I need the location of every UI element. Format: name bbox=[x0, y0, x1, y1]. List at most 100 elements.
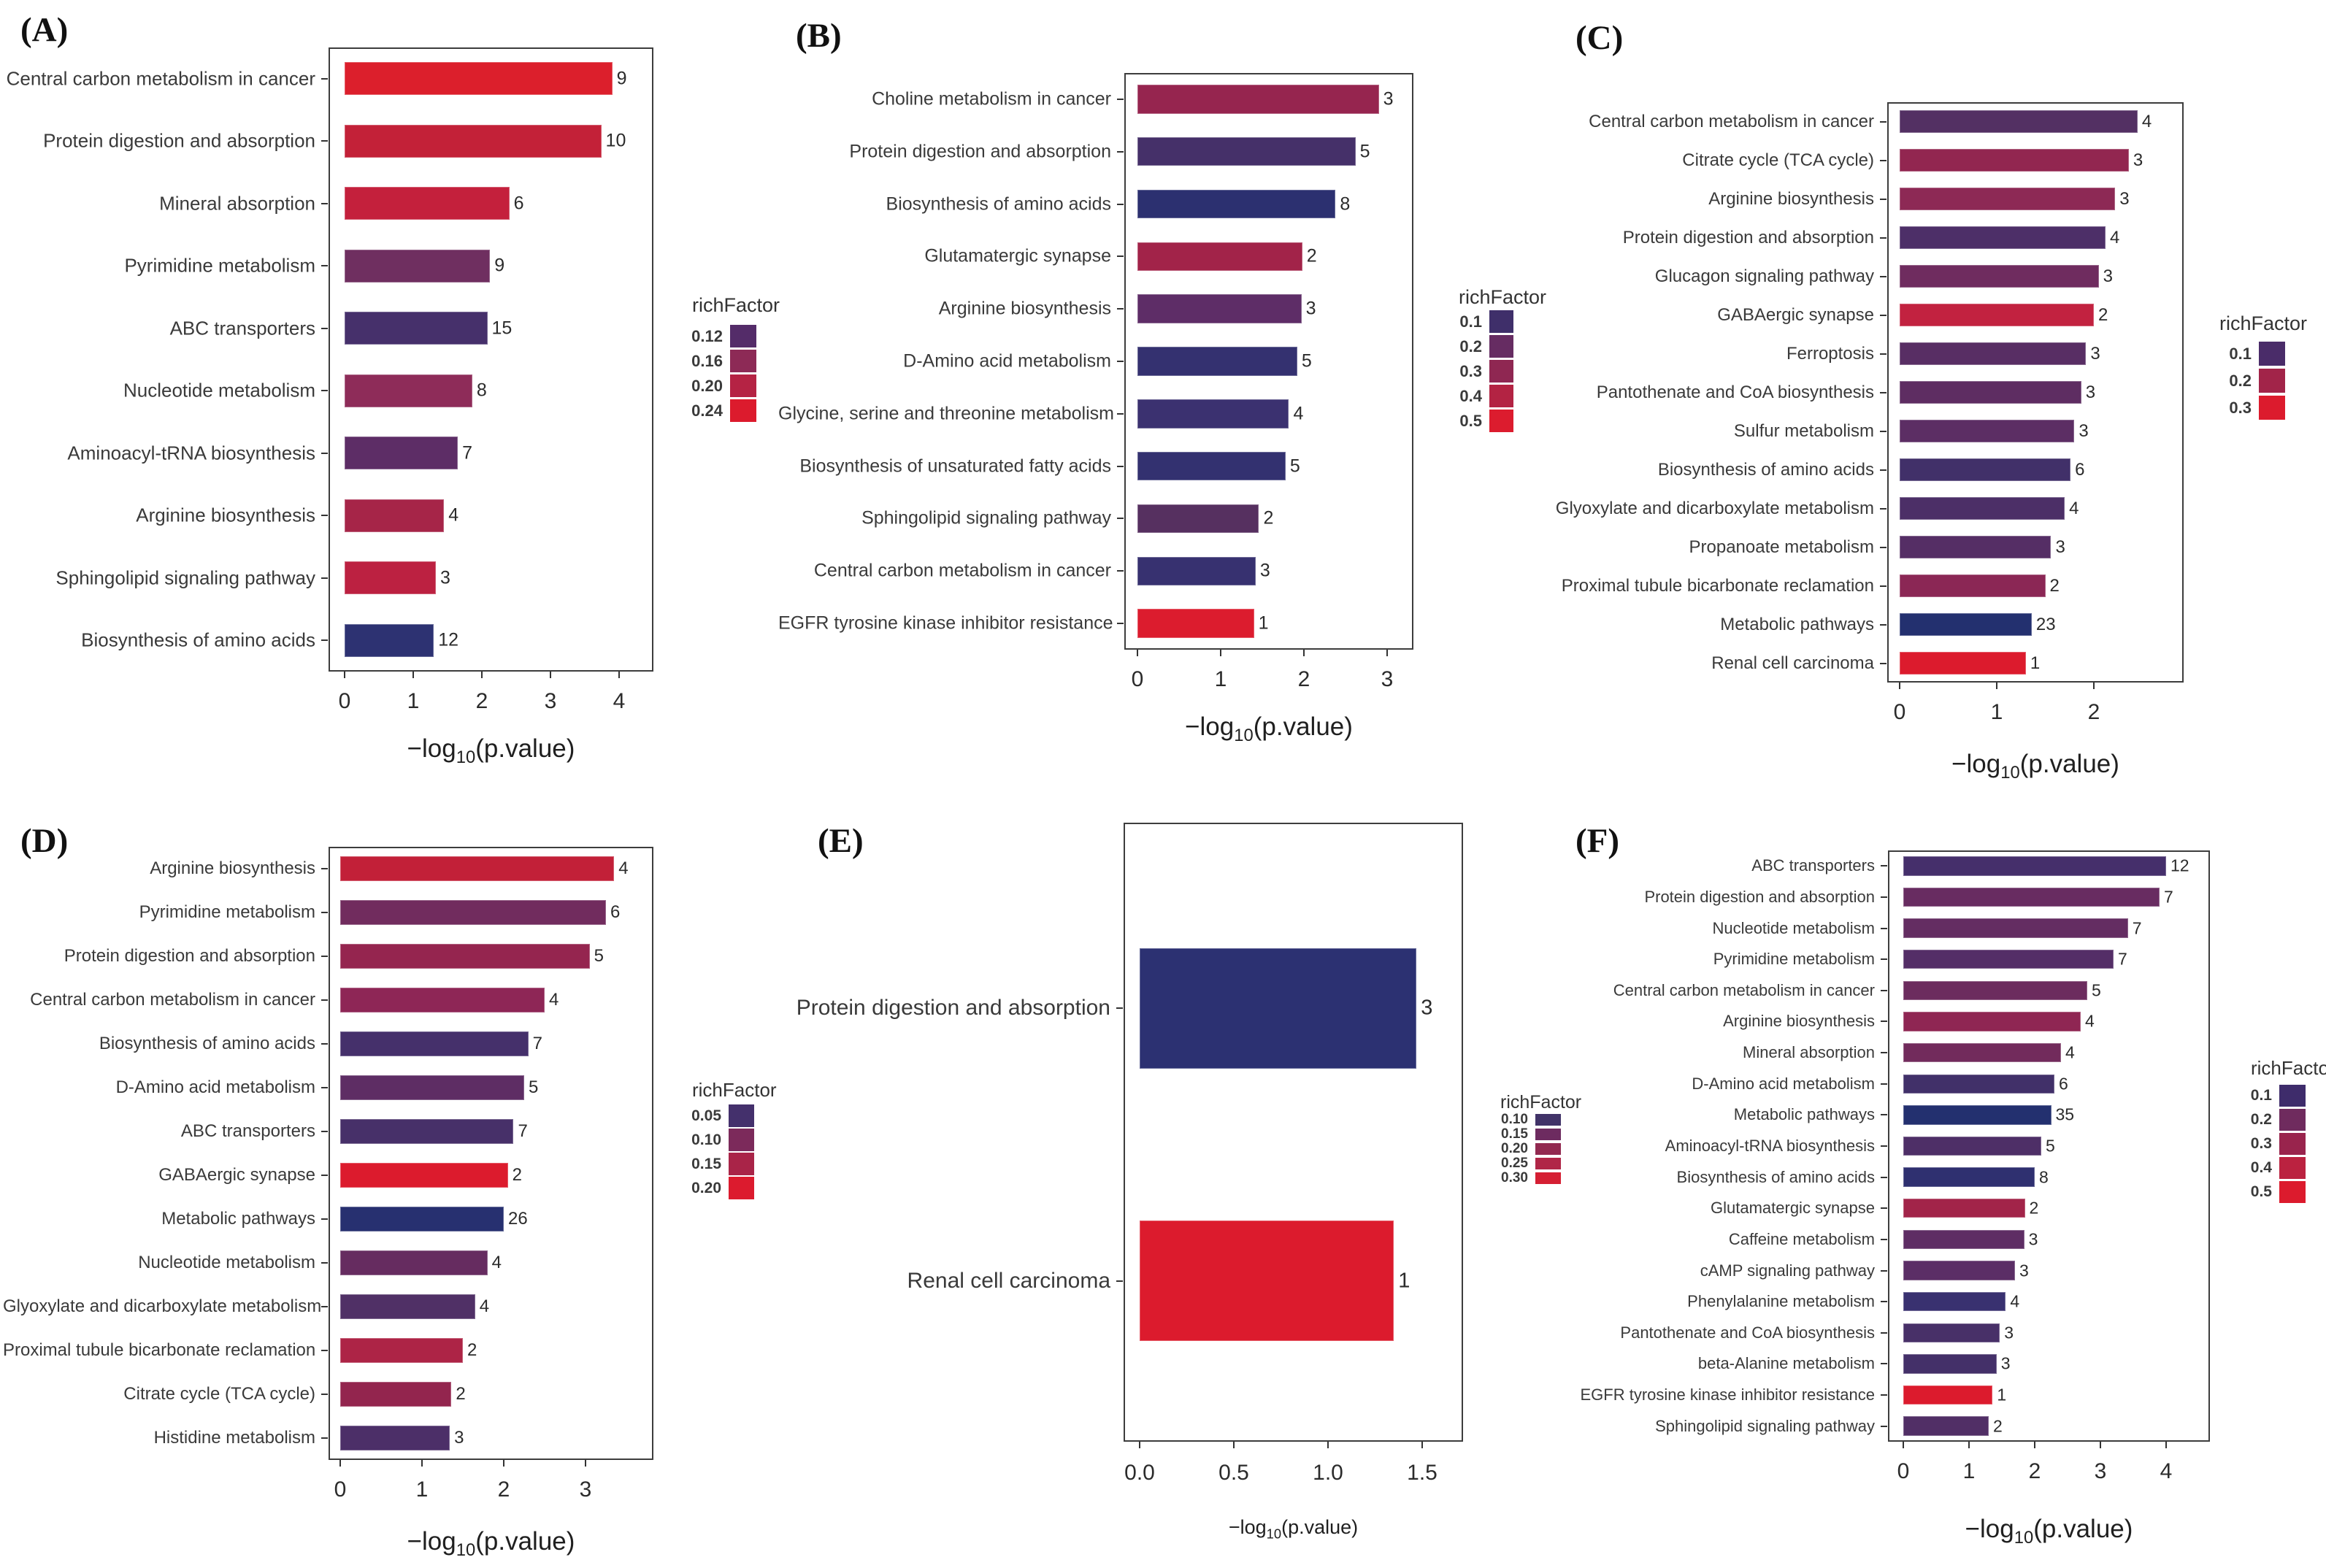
pathway-bar bbox=[340, 1075, 524, 1100]
y-tick bbox=[321, 639, 328, 642]
count-label: 6 bbox=[2059, 1074, 2068, 1094]
y-tick bbox=[321, 1043, 328, 1045]
pathway-label: Sphingolipid signaling pathway bbox=[55, 566, 315, 589]
pathway-label: Biosynthesis of amino acids bbox=[1676, 1167, 1875, 1186]
pathway-bar bbox=[1903, 1042, 2061, 1063]
pathway-label: Biosynthesis of unsaturated fatty acids bbox=[799, 456, 1111, 477]
legend-label: 0.05 bbox=[691, 1107, 721, 1124]
x-axis-title: −log10(p.value) bbox=[1228, 1516, 1359, 1542]
pathway-bar bbox=[1900, 304, 2094, 326]
legend-swatch bbox=[1489, 360, 1513, 383]
panel-letter-c: (C) bbox=[1575, 19, 1624, 57]
count-label: 1 bbox=[1258, 612, 1269, 634]
pathway-bar bbox=[1137, 609, 1254, 638]
pathway-label: EGFR tyrosine kinase inhibitor resistanc… bbox=[778, 612, 1113, 634]
count-label: 5 bbox=[2092, 980, 2101, 1000]
legend-label: 0.4 bbox=[1459, 386, 1482, 405]
legend-label: 0.1 bbox=[2250, 1087, 2272, 1104]
y-tick bbox=[1117, 203, 1124, 205]
count-label: 2 bbox=[1993, 1416, 2003, 1436]
count-label: 5 bbox=[529, 1077, 539, 1097]
x-tick-label: 0 bbox=[334, 1477, 347, 1502]
x-tick bbox=[1899, 683, 1900, 689]
pathway-label: Citrate cycle (TCA cycle) bbox=[1682, 150, 1874, 170]
pathway-label: Mineral absorption bbox=[159, 192, 315, 215]
count-label: 3 bbox=[1305, 298, 1316, 319]
y-tick bbox=[321, 515, 328, 517]
legend-label: 0.3 bbox=[2250, 1135, 2272, 1152]
pathway-label: Protein digestion and absorption bbox=[1622, 227, 1874, 247]
pathway-label: Glycine, serine and threonine metabolism bbox=[778, 403, 1114, 424]
legend-swatch bbox=[1489, 385, 1513, 407]
legend-swatch bbox=[730, 325, 756, 347]
legend-label: 0.24 bbox=[691, 401, 723, 420]
pathway-bar bbox=[1140, 1220, 1394, 1342]
x-axis-title: −log10(p.value) bbox=[1951, 750, 2119, 783]
count-label: 6 bbox=[513, 193, 524, 214]
count-label: 5 bbox=[1289, 456, 1300, 477]
legend-title: richFactor bbox=[1459, 286, 1547, 308]
legend-swatch bbox=[729, 1153, 754, 1175]
x-tick bbox=[550, 672, 551, 678]
legend-label: 0.2 bbox=[2250, 1111, 2272, 1128]
legend-swatch bbox=[1489, 410, 1513, 432]
pathway-label: Pantothenate and CoA biosynthesis bbox=[1620, 1323, 1875, 1342]
x-tick-label: 0.5 bbox=[1218, 1461, 1249, 1485]
pathway-label: Protein digestion and absorption bbox=[1644, 887, 1875, 906]
count-label: 3 bbox=[2085, 382, 2096, 402]
y-tick bbox=[321, 265, 328, 267]
x-tick-label: 2 bbox=[2087, 700, 2100, 724]
y-tick bbox=[1880, 159, 1886, 161]
count-label: 7 bbox=[532, 1034, 542, 1053]
pathway-label: Renal cell carcinoma bbox=[1711, 653, 1874, 673]
pathway-bar bbox=[1903, 1136, 2041, 1156]
pathway-bar bbox=[345, 561, 437, 595]
pathway-bar bbox=[1137, 451, 1286, 481]
count-label: 4 bbox=[491, 1253, 502, 1272]
pathway-label: EGFR tyrosine kinase inhibitor resistanc… bbox=[1580, 1386, 1876, 1404]
pathway-bar bbox=[1137, 294, 1302, 323]
count-label: 10 bbox=[605, 130, 626, 151]
pathway-label: Biosynthesis of amino acids bbox=[99, 1034, 315, 1053]
pathway-label: Biosynthesis of amino acids bbox=[1657, 459, 1874, 480]
count-label: 3 bbox=[2028, 1229, 2038, 1249]
legend-title: richFactor bbox=[2251, 1057, 2326, 1079]
count-label: 1 bbox=[2030, 653, 2041, 673]
pathway-label: Metabolic pathways bbox=[1733, 1105, 1875, 1124]
y-tick bbox=[321, 577, 328, 579]
pathway-bar bbox=[1900, 536, 2051, 558]
pathway-label: Nucleotide metabolism bbox=[1712, 918, 1875, 937]
count-label: 3 bbox=[2119, 188, 2130, 209]
x-tick-label: 3 bbox=[2094, 1459, 2107, 1483]
x-tick bbox=[1137, 650, 1138, 656]
legend-swatch bbox=[2279, 1133, 2306, 1155]
x-tick bbox=[421, 1460, 423, 1467]
count-label: 12 bbox=[2170, 856, 2189, 875]
y-tick bbox=[1117, 361, 1124, 362]
y-tick bbox=[321, 1350, 328, 1351]
x-tick-label: 4 bbox=[613, 689, 626, 713]
legend-title: richFactor bbox=[2219, 312, 2308, 334]
x-tick bbox=[1220, 650, 1221, 656]
y-tick bbox=[321, 1218, 328, 1220]
pathway-bar bbox=[345, 437, 458, 470]
panel-letter-a: (A) bbox=[20, 11, 69, 49]
y-tick bbox=[1880, 314, 1886, 316]
x-tick-label: 3 bbox=[544, 689, 557, 713]
y-tick bbox=[1881, 1363, 1887, 1365]
pathway-label: Central carbon metabolism in cancer bbox=[1613, 980, 1875, 999]
legend-swatch bbox=[1535, 1143, 1561, 1155]
count-label: 4 bbox=[2065, 1042, 2075, 1062]
legend-swatch bbox=[2259, 396, 2285, 420]
pathway-bar bbox=[340, 1294, 475, 1319]
y-tick bbox=[1881, 1052, 1887, 1054]
legend-label: 0.16 bbox=[691, 351, 723, 370]
y-tick bbox=[321, 202, 328, 204]
pathway-bar bbox=[1903, 887, 2160, 907]
count-label: 9 bbox=[616, 68, 627, 89]
pathway-label: D-Amino acid metabolism bbox=[903, 350, 1111, 372]
count-label: 8 bbox=[1340, 193, 1351, 215]
count-label: 3 bbox=[1421, 996, 1433, 1020]
pathway-label: Protein digestion and absorption bbox=[796, 996, 1110, 1021]
x-tick bbox=[2100, 1442, 2101, 1448]
